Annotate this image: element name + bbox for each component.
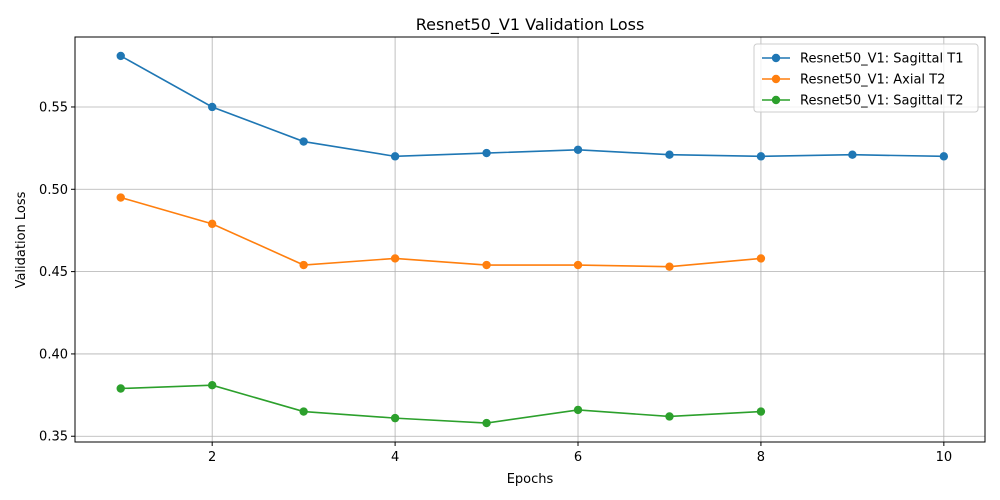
y-tick-label: 0.45 — [39, 265, 68, 280]
data-point — [756, 152, 766, 161]
data-point — [665, 150, 674, 159]
series-layer — [116, 51, 949, 428]
data-point — [390, 254, 400, 263]
data-point — [939, 152, 949, 161]
legend-item: Resnet50_V1: Sagittal T2 — [762, 94, 963, 109]
x-tick-label: 6 — [574, 450, 582, 465]
data-point — [390, 152, 400, 161]
y-tick-label: 0.50 — [39, 183, 68, 198]
axis-ticks: 2 4 6 8 10 0.35 0.40 0.45 0.50 0.55 — [39, 100, 952, 465]
data-point — [299, 137, 308, 146]
legend: Resnet50_V1: Sagittal T1 Resnet50_V1: Axi… — [753, 43, 979, 113]
chart-title: Resnet50_V1 Validation Loss — [416, 15, 645, 35]
data-point — [207, 102, 217, 112]
x-tick-label: 2 — [208, 450, 216, 465]
x-tick-label: 10 — [936, 450, 953, 465]
legend-label: Resnet50_V1: Sagittal T2 — [800, 94, 963, 109]
legend-label: Resnet50_V1: Sagittal T1 — [800, 52, 963, 67]
data-point — [207, 219, 217, 229]
legend-marker — [771, 95, 781, 105]
y-tick-label: 0.40 — [39, 347, 68, 362]
data-point — [299, 260, 308, 270]
legend-marker — [771, 74, 781, 84]
data-point — [482, 260, 491, 270]
data-point — [390, 413, 400, 423]
series-1 — [116, 51, 949, 161]
data-point — [482, 418, 491, 428]
x-tick-label: 8 — [757, 450, 765, 465]
data-point — [573, 405, 583, 415]
data-point — [207, 381, 217, 390]
legend-label: Resnet50_V1: Axial T2 — [800, 73, 945, 88]
data-point — [756, 407, 766, 416]
legend-marker — [771, 53, 781, 63]
data-point — [116, 384, 125, 393]
series-line — [120, 196, 762, 268]
data-point — [573, 260, 583, 270]
legend-item: Resnet50_V1: Sagittal T1 — [762, 52, 963, 67]
x-tick-label: 4 — [391, 450, 399, 465]
data-point — [665, 262, 674, 271]
data-point — [116, 193, 125, 202]
data-point — [299, 407, 308, 416]
data-point — [665, 412, 674, 421]
plot-frame — [74, 36, 986, 443]
data-point — [573, 145, 583, 154]
data-point — [482, 148, 491, 158]
series-line — [120, 384, 761, 424]
x-axis-label: Epochs — [507, 472, 554, 487]
data-point — [116, 51, 125, 61]
legend-box — [753, 43, 979, 113]
legend-item: Resnet50_V1: Axial T2 — [762, 73, 945, 88]
series-3 — [116, 381, 766, 428]
series-line — [120, 55, 944, 158]
series-2 — [116, 193, 766, 271]
data-point — [756, 254, 766, 263]
y-tick-label: 0.55 — [39, 100, 68, 115]
y-tick-label: 0.35 — [39, 430, 68, 445]
y-axis-label: Validation Loss — [14, 191, 29, 288]
data-point — [848, 150, 857, 159]
